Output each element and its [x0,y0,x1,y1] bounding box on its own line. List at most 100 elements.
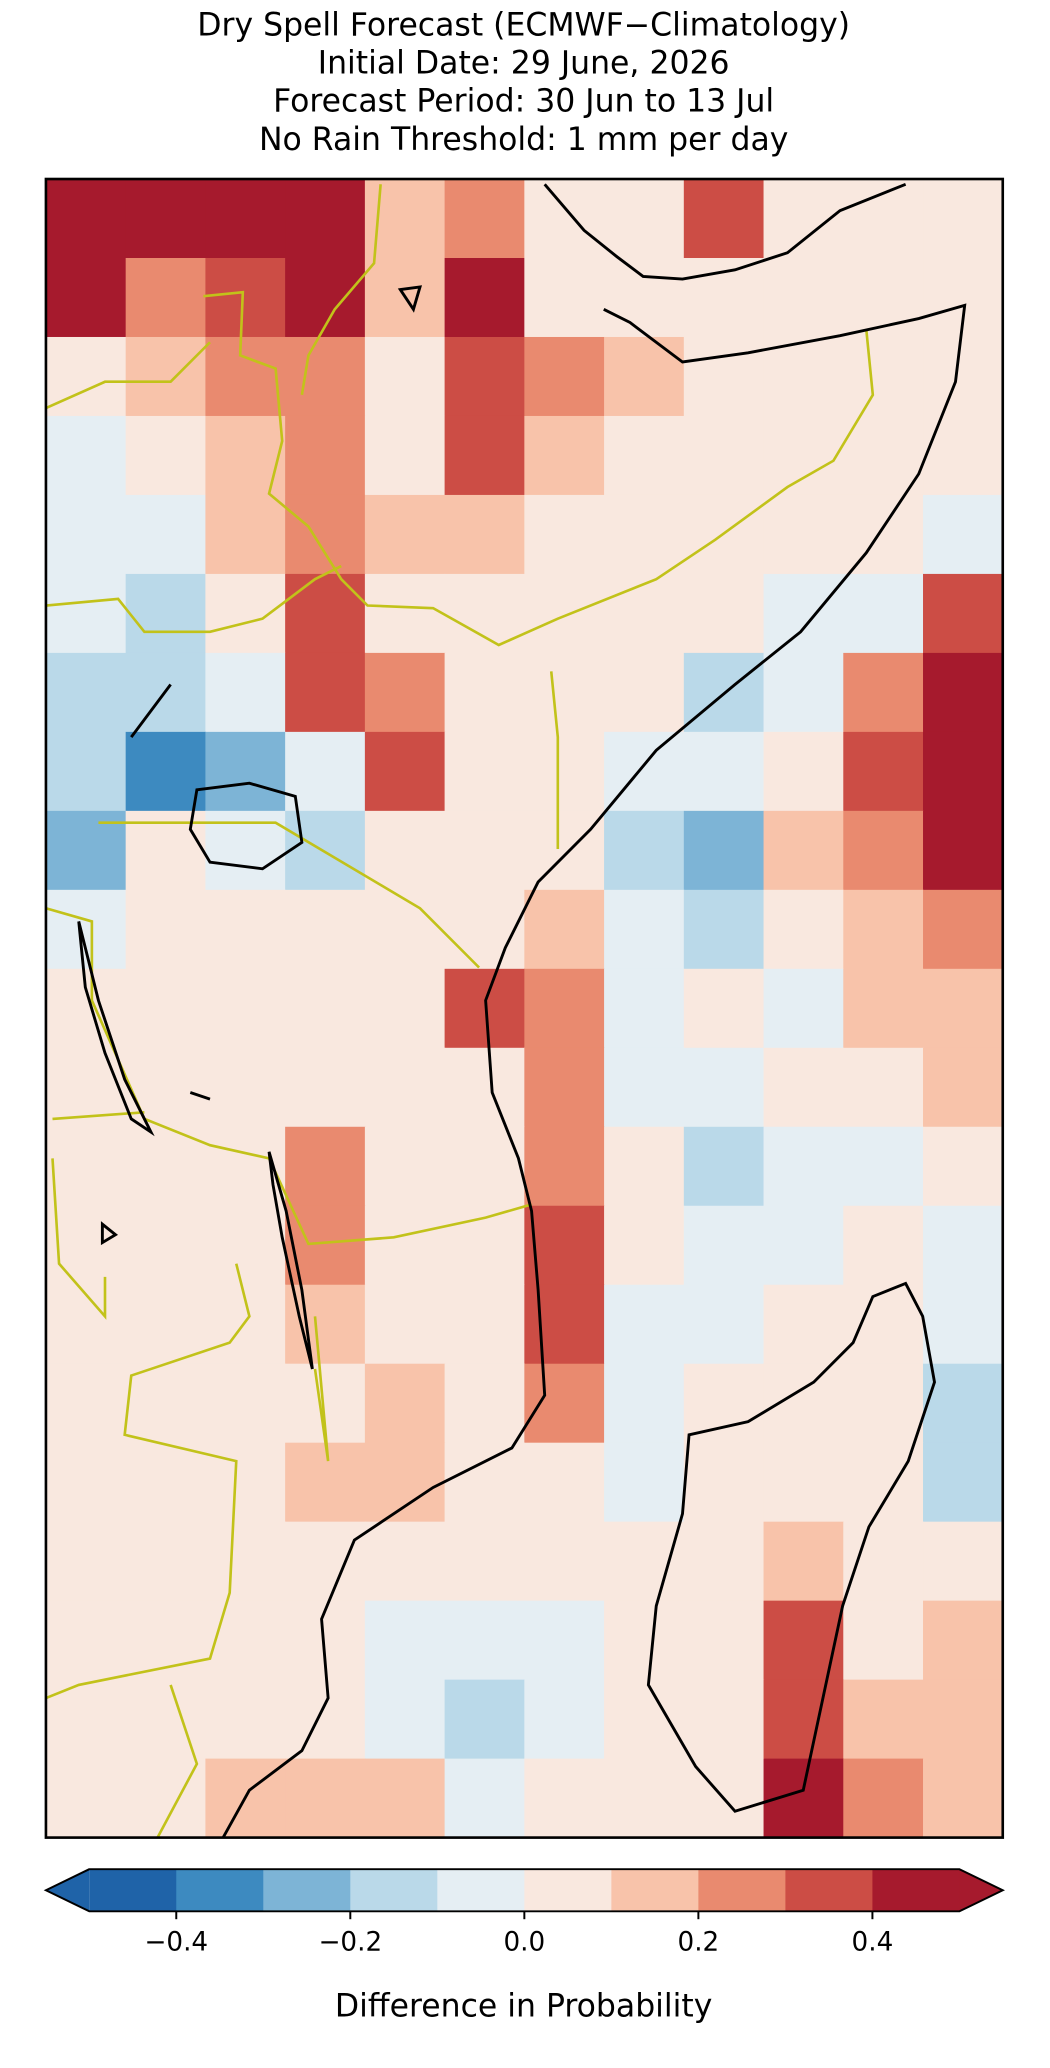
grid-cell [763,1600,844,1681]
grid-cell [524,336,605,417]
grid-cell [285,336,366,417]
grid-cell [364,1679,446,1760]
grid-cell [205,179,286,259]
grid-cell [125,336,207,417]
grid-cell [205,336,286,417]
grid-cell [125,1126,207,1207]
grid-cell [683,889,765,970]
grid-cell [364,336,446,417]
colorbar-segment [89,1869,177,1912]
grid-cell [843,1521,924,1602]
grid-cell [604,573,685,654]
border [203,290,875,647]
colorbar-segment [437,1869,525,1912]
title-line: No Rain Threshold: 1 mm per day [259,122,788,158]
grid-cell [205,1442,286,1523]
grid-cell [604,258,685,338]
grid-cell [205,573,286,654]
grid-cell [763,810,844,891]
grid-cell [923,731,1004,812]
grid-cell [843,179,924,259]
grid-cell [285,1126,366,1207]
grid-cell [45,573,127,654]
grid-cell [285,1442,366,1523]
grid-cell [843,1600,924,1681]
grid-cell [923,573,1004,654]
grid-cell [843,1284,924,1365]
grid-cell [444,731,525,812]
grid-cell [604,810,685,891]
grid-cell [444,652,525,733]
grid-cell [843,1679,924,1760]
grid-cell [843,889,924,970]
grid-cell [923,494,1004,575]
grid-cell [683,1600,765,1681]
grid-cell [683,336,765,417]
grid-cell [45,1126,127,1207]
coastline [221,303,967,1839]
borders [45,184,875,1839]
grid-cell [45,1284,127,1365]
grid-cell [444,179,525,259]
grid-cell [524,1679,605,1760]
colorbar-segment [698,1869,786,1912]
colorbar-segment [350,1869,438,1912]
grid-cell [604,1126,685,1207]
grid-cell [125,179,207,259]
grid-cell [843,573,924,654]
grid-cell [205,1205,286,1286]
grid-cell [604,494,685,575]
grid-cell [923,1284,1004,1365]
grid-cell [45,336,127,417]
grid-cell [364,494,446,575]
colorbar-outline [43,1868,1006,1913]
map-frame [44,177,1005,1839]
grid-cell [843,336,924,417]
grid-cell [843,1205,924,1286]
grid-cell [444,258,525,338]
grid-cell [923,1363,1004,1444]
coastlines [77,182,967,1839]
grid-cell [524,1284,605,1365]
grid-cell [604,1758,685,1839]
grid-cell [683,1284,765,1365]
grid-cell [683,1126,765,1207]
grid-cell [683,1442,765,1523]
lake [100,285,423,1246]
title-line: Forecast Period: 30 Jun to 13 Jul [273,84,774,120]
coastline [543,182,907,281]
grid-cell [683,1047,765,1128]
grid-cell [524,968,605,1049]
grid-cell [923,889,1004,970]
title: Dry Spell Forecast (ECMWF−Climatology)In… [197,7,850,158]
grid-cell [524,415,605,496]
title-line: Dry Spell Forecast (ECMWF−Climatology) [197,7,850,43]
grid-cell [524,494,605,575]
grid-cell [45,1442,127,1523]
grid-cell [683,1679,765,1760]
grid-cell [843,1047,924,1128]
grid-cell [763,1126,844,1207]
grid-cell [604,1363,685,1444]
grid-cell [524,1521,605,1602]
colorbar-label: Difference in Probability [335,1988,712,2024]
grid-cell [683,258,765,338]
grid-cell [125,1363,207,1444]
grid-cell [923,1442,1004,1523]
grid-cell [444,889,525,970]
grid-cell [125,1047,207,1128]
grid-cell [45,1363,127,1444]
grid-cell [444,1442,525,1523]
grid-cell [923,1047,1004,1128]
grid-cell [843,258,924,338]
colorbar-extend-high [959,1869,1003,1912]
grid-cell [763,1679,844,1760]
grid-cell [45,810,127,891]
lake [267,1151,314,1370]
grid-cell [285,179,366,259]
lake [188,781,304,871]
colorbar-extend-low [45,1869,90,1912]
grid-cell [125,1205,207,1286]
grid-cell [604,1205,685,1286]
